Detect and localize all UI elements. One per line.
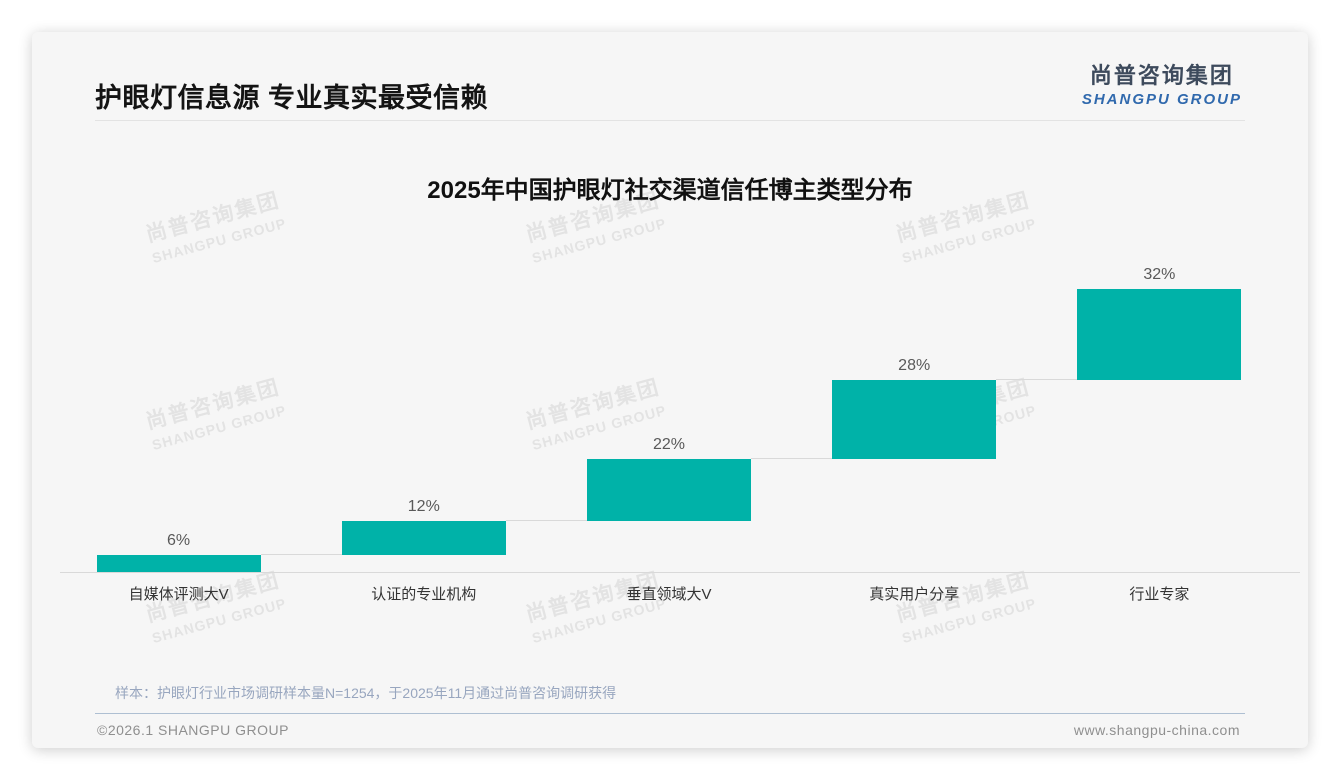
step-connector-line [751, 457, 833, 459]
waterfall-bar [1077, 289, 1242, 380]
sample-footnote: 样本：护眼灯行业市场调研样本量N=1254，于2025年11月通过尚普咨询调研获… [115, 685, 617, 701]
step-connector-line [996, 378, 1078, 380]
category-label: 真实用户分享 [869, 586, 960, 603]
step-connector-line [505, 520, 587, 522]
website-text: www.shangpu-china.com [1073, 722, 1240, 738]
waterfall-bar [96, 555, 261, 572]
waterfall-bar [587, 458, 751, 522]
company-logo: 尚普咨询集团 SHANGPU GROUP [1082, 58, 1242, 108]
bar-value-label: 6% [167, 532, 191, 550]
bar-value-label: 28% [898, 356, 931, 374]
chart-title: 2025年中国护眼灯社交渠道信任博主类型分布 [427, 177, 913, 204]
logo-text-zh: 尚普咨询集团 [1089, 63, 1234, 88]
bar-value-label: 32% [1143, 266, 1176, 283]
waterfall-bar [341, 521, 506, 556]
x-axis-labels: 自媒体评测大V 认证的专业机构 垂直领域大V 真实用户分享 行业专家 [56, 583, 1282, 604]
category-label: 自媒体评测大V [128, 586, 229, 603]
step-connector-line [260, 554, 342, 556]
category-label: 认证的专业机构 [371, 586, 477, 603]
logo-text-en: SHANGPU GROUP [1081, 91, 1242, 108]
report-slide: 尚普咨询集团 SHANGPU GROUP 尚普咨询集团 SHANGPU GROUP 尚普… [32, 32, 1308, 748]
waterfall-bar [832, 379, 997, 459]
waterfall-plot: 6% 12% 22% 28% 32% [56, 266, 1282, 572]
category-label: 行业专家 [1129, 586, 1190, 603]
category-label: 垂直领域大V [626, 586, 712, 603]
footer-divider [95, 713, 1245, 714]
page-title: 护眼灯信息源 专业真实最受信赖 [95, 83, 489, 113]
bar-value-label: 22% [652, 435, 686, 453]
copyright-text: ©2026.1 SHANGPU GROUP [97, 722, 289, 738]
header-divider [95, 120, 1245, 121]
bar-value-label: 12% [407, 498, 440, 516]
x-axis-line [60, 572, 1300, 573]
